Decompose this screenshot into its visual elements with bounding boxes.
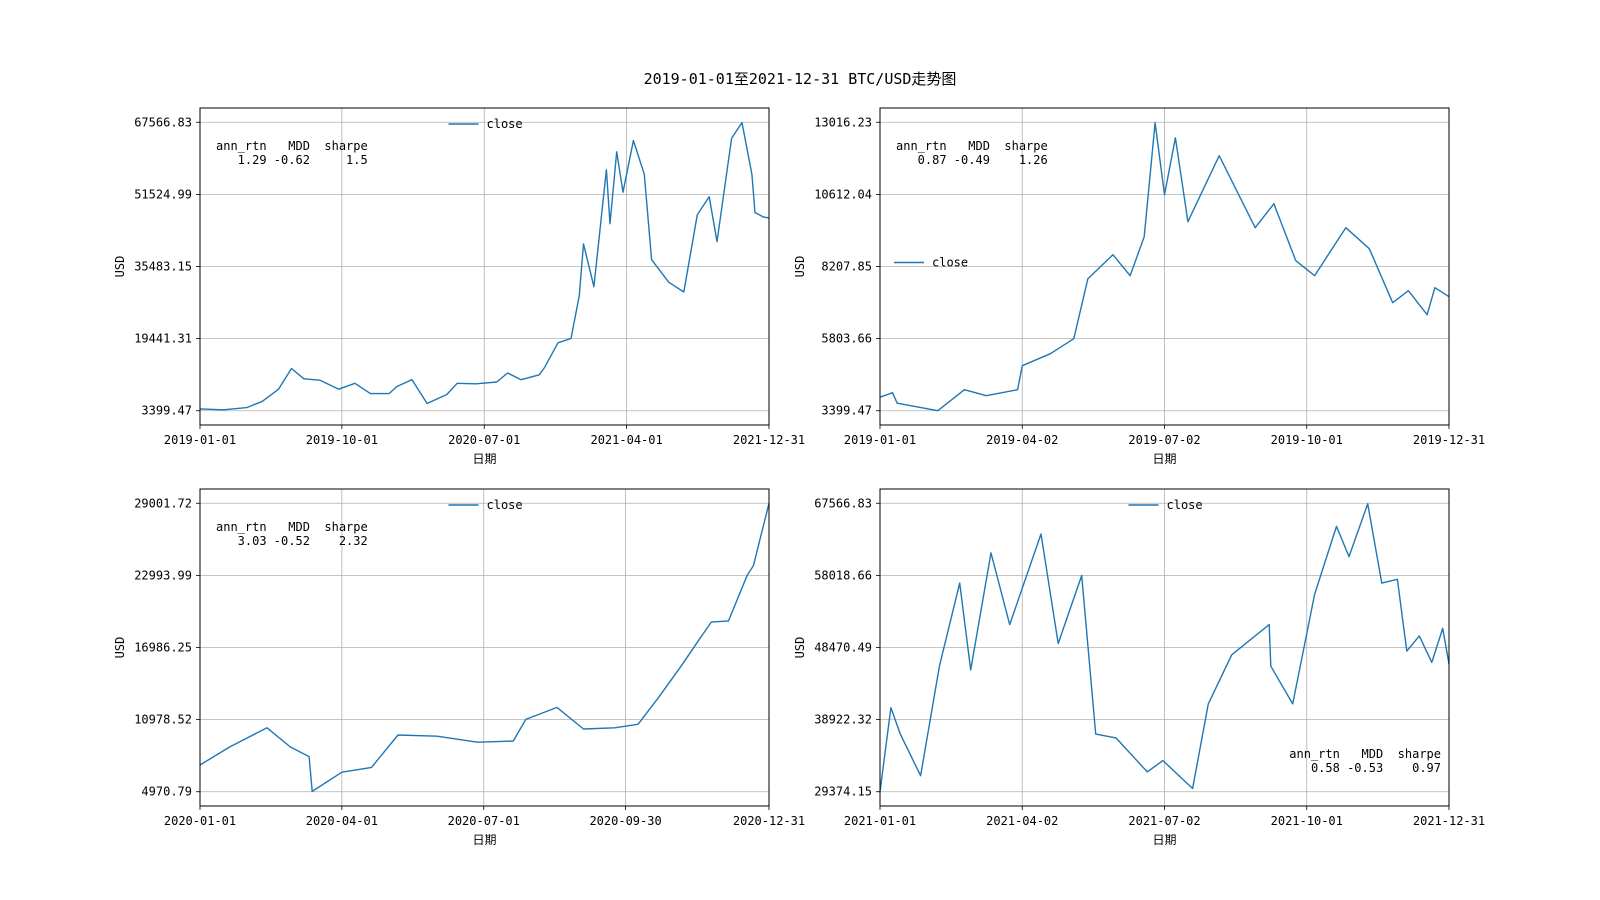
series-line-close: [199, 503, 770, 793]
legend-label: close: [487, 117, 523, 131]
x-tick-label: 2020-04-01: [306, 814, 378, 828]
y-tick-label: 4970.79: [141, 785, 192, 799]
x-tick-label: 2019-01-01: [844, 433, 916, 447]
y-tick-label: 67566.83: [134, 115, 192, 129]
x-tick-label: 2020-07-01: [448, 814, 520, 828]
legend: close: [448, 117, 523, 131]
legend: close: [448, 498, 523, 512]
plot-frame: [879, 107, 1450, 426]
y-tick-label: 67566.83: [814, 496, 872, 510]
y-tick-label: 13016.23: [814, 115, 872, 129]
y-tick-label: 48470.49: [814, 641, 872, 655]
y-tick-label: 16986.25: [134, 641, 192, 655]
x-tick-label: 2021-01-01: [844, 814, 916, 828]
stats-header: ann_rtn MDD sharpe: [216, 139, 368, 153]
legend-label: close: [932, 256, 968, 270]
legend: close: [894, 256, 968, 270]
stats-header: ann_rtn MDD sharpe: [1289, 747, 1441, 761]
y-tick-label: 10978.52: [134, 713, 192, 727]
x-tick-label: 2019-07-02: [1128, 433, 1200, 447]
x-tick-label: 2020-07-01: [448, 433, 520, 447]
y-tick-label: 58018.66: [814, 568, 872, 582]
x-tick-label: 2019-01-01: [164, 433, 236, 447]
y-tick-label: 3399.47: [141, 404, 192, 418]
y-tick-label: 3399.47: [821, 404, 872, 418]
chart-panel-year-2019: 2019-01-01 2019-04-02 2019-07-02 2019-10-01…: [793, 107, 1485, 466]
x-tick-label: 2019-12-31: [1413, 433, 1485, 447]
x-axis-label: 日期: [472, 452, 496, 466]
y-tick-label: 8207.85: [821, 260, 872, 274]
x-tick-label: 2021-12-31: [1413, 814, 1485, 828]
plot-frame: [199, 107, 770, 426]
legend-label: close: [1167, 498, 1203, 512]
x-axis-label: 日期: [1152, 833, 1176, 847]
chart-panel-year-2021: 2021-01-01 2021-04-02 2021-07-02 2021-10-01…: [793, 488, 1485, 847]
stats-header: ann_rtn MDD sharpe: [216, 520, 368, 534]
x-tick-label: 2021-12-31: [733, 433, 805, 447]
stats-values: 1.29 -0.62 1.5: [216, 153, 368, 167]
x-tick-label: 2021-04-01: [590, 433, 662, 447]
chart-panel-year-2020: 2020-01-01 2020-04-01 2020-07-01 2020-09-30…: [113, 488, 805, 847]
y-tick-label: 38922.32: [814, 713, 872, 727]
x-tick-label: 2019-04-02: [986, 433, 1058, 447]
stats-values: 0.87 -0.49 1.26: [896, 153, 1048, 167]
x-tick-label: 2020-12-31: [733, 814, 805, 828]
y-tick-label: 5803.66: [821, 332, 872, 346]
x-tick-label: 2019-10-01: [306, 433, 378, 447]
y-tick-label: 22993.99: [134, 568, 192, 582]
y-axis-label: USD: [113, 256, 127, 278]
x-tick-label: 2020-01-01: [164, 814, 236, 828]
chart-panel-full-period: 2019-01-01 2019-10-01 2020-07-01 2021-04-01…: [113, 107, 805, 466]
y-axis-label: USD: [793, 637, 807, 659]
y-tick-label: 29374.15: [814, 785, 872, 799]
x-axis-label: 日期: [1152, 452, 1176, 466]
plot-frame: [199, 488, 770, 807]
x-axis-label: 日期: [472, 833, 496, 847]
y-tick-label: 10612.04: [814, 187, 872, 201]
stats-values: 0.58 -0.53 0.97: [1289, 761, 1441, 775]
x-tick-label: 2021-04-02: [986, 814, 1058, 828]
figure-title: 2019-01-01至2021-12-31 BTC/USD走势图: [643, 70, 957, 88]
stats-header: ann_rtn MDD sharpe: [896, 139, 1048, 153]
x-tick-label: 2021-07-02: [1128, 814, 1200, 828]
plot-frame: [879, 488, 1450, 807]
y-tick-label: 29001.72: [134, 496, 192, 510]
series-line-close: [879, 503, 1450, 792]
stats-values: 3.03 -0.52 2.32: [216, 534, 368, 548]
y-tick-label: 35483.15: [134, 260, 192, 274]
series-line-close: [199, 121, 770, 411]
y-tick-label: 51524.99: [134, 187, 192, 201]
y-axis-label: USD: [793, 256, 807, 278]
y-axis-label: USD: [113, 637, 127, 659]
legend: close: [1128, 498, 1203, 512]
legend-label: close: [487, 498, 523, 512]
x-tick-label: 2019-10-01: [1271, 433, 1343, 447]
series-line-close: [879, 122, 1450, 412]
x-tick-label: 2020-09-30: [589, 814, 661, 828]
y-tick-label: 19441.31: [134, 332, 192, 346]
x-tick-label: 2021-10-01: [1271, 814, 1343, 828]
